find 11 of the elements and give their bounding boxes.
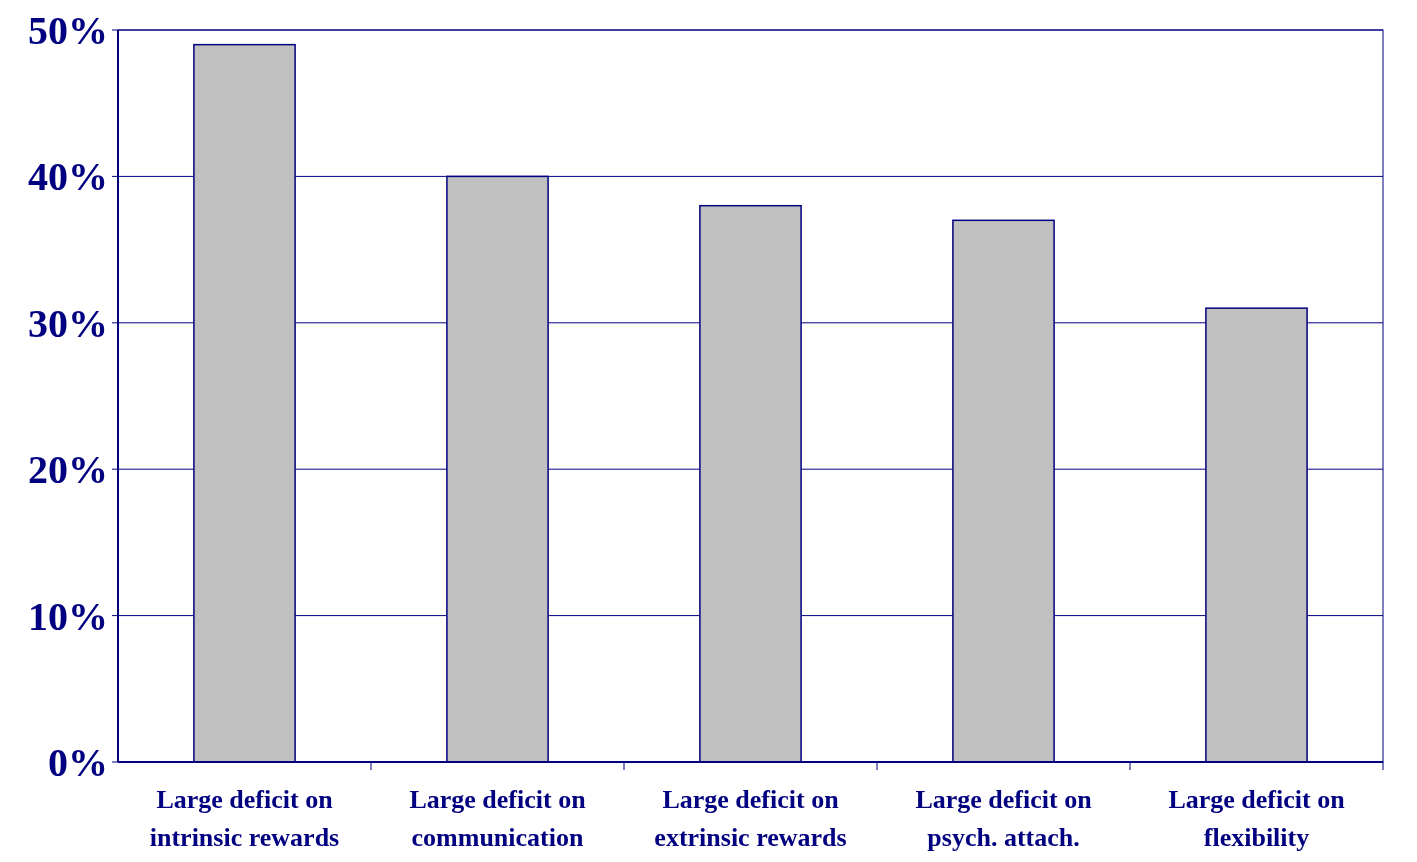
y-tick-label: 40% <box>28 154 108 200</box>
y-tick-label: 30% <box>28 300 108 346</box>
y-tick-label: 10% <box>28 593 108 639</box>
x-tick-label: Large deficit on psych. attach. <box>915 785 1093 852</box>
y-tick-label: 50% <box>28 8 108 53</box>
x-tick-label: Large deficit on communication <box>409 785 587 852</box>
x-tick-label: Large deficit on intrinsic rewards <box>149 785 340 852</box>
y-tick-label: 0% <box>48 740 108 785</box>
x-tick-label: Large deficit on flexibility <box>1168 785 1346 852</box>
y-tick-label: 20% <box>28 447 108 493</box>
x-tick-label: Large deficit on extrinsic rewards <box>654 785 847 852</box>
